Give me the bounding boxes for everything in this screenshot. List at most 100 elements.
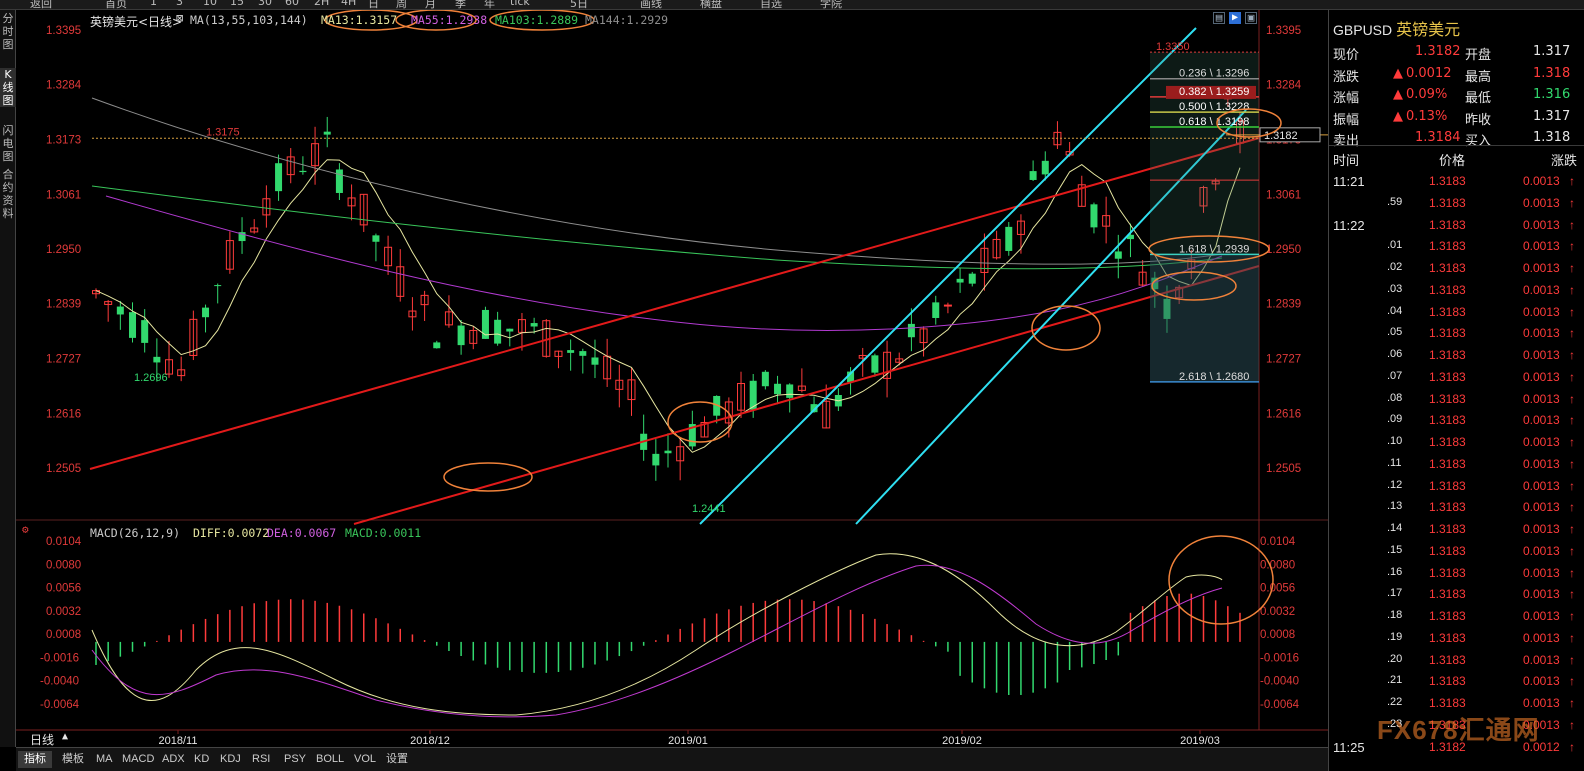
tick-row[interactable]: .20 1.3183 0.0013 ↑ [1329,650,1584,672]
tick-row[interactable]: .01 1.3183 0.0013 ↑ [1329,236,1584,258]
period-toggle-icon[interactable]: ▲ [62,731,69,742]
toolbar-item-3[interactable]: 3 [176,0,183,8]
toolbar-item-19[interactable]: 自选 [760,0,782,10]
tick-row[interactable]: .08 1.3183 0.0013 ↑ [1329,389,1584,411]
toolbar-item-11[interactable]: 周 [396,0,407,10]
tick-time: .17 [1387,587,1403,600]
macd-diff-value: DIFF:0.0072 [193,526,270,540]
toolbar-item-17[interactable]: 画线 [640,0,662,10]
tick-row[interactable]: .12 1.3183 0.0013 ↑ [1329,476,1584,498]
toolbar-item-14[interactable]: 年 [484,0,495,10]
toolbar-item-20[interactable]: 学院 [820,0,842,10]
tick-change: 0.0013 [1523,326,1560,341]
tick-change: 0.0013 [1523,413,1560,428]
tick-row[interactable]: .18 1.3183 0.0013 ↑ [1329,606,1584,628]
kline-chart[interactable]: 1.33951.33951.32841.32841.31731.31731.30… [16,10,1328,747]
tick-change: 0.0013 [1523,478,1560,493]
ma-header-prefix: MA(13,55,103,144) [190,13,308,27]
candle-body [177,369,186,377]
macd-tick-left: -0.0064 [40,699,80,711]
tick-row[interactable]: 11:22 1.3183 0.0013 ↑ [1329,215,1584,237]
toolbar-item-8[interactable]: 2H [314,0,330,8]
bottom-tab-3[interactable]: MACD [122,753,155,765]
toolbar-item-0[interactable]: 返回 [30,0,52,10]
bottom-tab-0[interactable]: 指标 [18,751,52,768]
prev-high-annotation: 1.3175 [206,126,240,138]
bottom-tab-4[interactable]: ADX [162,753,185,765]
tick-row[interactable]: 11:21 1.3183 0.0013 ↑ [1329,171,1584,193]
tick-up-arrow-icon: ↑ [1569,348,1575,362]
tick-row[interactable]: .04 1.3183 0.0013 ↑ [1329,302,1584,324]
tick-row[interactable]: .05 1.3183 0.0013 ↑ [1329,323,1584,345]
tick-up-arrow-icon: ↑ [1569,304,1575,319]
tick-row[interactable]: .13 1.3183 0.0013 ↑ [1329,497,1584,519]
toolbar-item-18[interactable]: 横盘 [700,0,722,10]
candle-body [1029,171,1037,180]
macd-settings-icon[interactable]: ⚙ [22,523,29,536]
tick-time: .01 [1387,239,1403,252]
tick-change: 0.0013 [1523,500,1560,515]
bottom-tab-8[interactable]: PSY [284,753,307,765]
kline-chart-svg[interactable]: 1.33951.33951.32841.32841.31731.31731.30… [16,10,1328,747]
tick-row[interactable]: .03 1.3183 0.0013 ↑ [1329,280,1584,302]
tick-row[interactable]: .09 1.3183 0.0013 ↑ [1329,410,1584,432]
tick-row[interactable]: .59 1.3183 0.0013 ↑ [1329,193,1584,215]
left-tab-2[interactable]: 闪电图 [2,124,14,163]
bottom-tab-10[interactable]: VOL [354,753,377,765]
tick-row[interactable]: .19 1.3183 0.0013 ↑ [1329,628,1584,650]
tick-row[interactable]: .15 1.3183 0.0013 ↑ [1329,541,1584,563]
tick-row[interactable]: .23 1.3183 0.0013 ↑ [1329,715,1584,737]
tick-time: 11:25 [1333,739,1365,755]
candle-body [1211,180,1220,185]
bottom-tab-2[interactable]: MA [96,753,113,765]
fullscreen-icon[interactable]: ▣ [1245,12,1257,24]
tick-time: .18 [1387,609,1403,621]
toolbar-item-2[interactable]: 1 [150,0,157,8]
tick-row[interactable]: .17 1.3183 0.0013 ↑ [1329,584,1584,606]
tick-row[interactable]: .11 1.3183 0.0013 ↑ [1329,454,1584,476]
bottom-tab-5[interactable]: KD [194,753,210,765]
tick-price: 1.3182 [1429,739,1466,754]
tick-row[interactable]: .14 1.3183 0.0013 ↑ [1329,519,1584,541]
ma-settings-icon[interactable]: ⊠ [176,11,184,25]
toolbar-item-13[interactable]: 季 [455,0,466,10]
tick-row[interactable]: 11:25 1.3182 0.0012 ↑ [1329,737,1584,759]
toolbar-item-5[interactable]: 15 [230,0,244,8]
tick-change: 0.0013 [1523,239,1560,254]
bottom-tab-11[interactable]: 设置 [386,753,408,765]
bottom-tab-9[interactable]: BOLL [316,753,345,765]
toolbar-item-12[interactable]: 月 [425,0,436,10]
bottom-tab-6[interactable]: KDJ [220,753,241,765]
toolbar-item-16[interactable]: 5日 [570,0,588,10]
quote-name: 英镑美元 [1396,20,1461,39]
toolbar-item-7[interactable]: 60 [285,0,299,8]
tick-row[interactable]: .16 1.3183 0.0013 ↑ [1329,563,1584,585]
tick-row[interactable]: .07 1.3183 0.0013 ↑ [1329,367,1584,389]
toolbar-item-6[interactable]: 30 [258,0,272,8]
candle-body [786,384,794,398]
tick-row[interactable]: .06 1.3183 0.0013 ↑ [1329,345,1584,367]
tick-up-arrow-icon: ↑ [1569,652,1575,667]
toolbar-item-4[interactable]: 10 [203,0,217,8]
highlight-ring [1151,271,1237,301]
left-tab-3[interactable]: 合约资料 [2,168,14,220]
tick-row[interactable]: .10 1.3183 0.0013 ↑ [1329,432,1584,454]
bottom-tab-1[interactable]: 模板 [62,753,84,765]
expand-icon[interactable]: ▶ [1229,12,1241,24]
toolbar-item-10[interactable]: 日 [368,0,379,10]
toolbar-item-9[interactable]: 4H [341,0,357,8]
candle-body [116,306,124,315]
bottom-tab-7[interactable]: RSI [252,753,271,765]
highlight-ring [1031,305,1101,351]
tick-price: 1.3183 [1429,174,1466,188]
tick-row[interactable]: .21 1.3183 0.0013 ↑ [1329,671,1584,693]
tick-time: .06 [1387,348,1403,360]
tick-row[interactable]: .02 1.3183 0.0013 ↑ [1329,258,1584,280]
tick-row[interactable]: .22 1.3183 0.0013 ↑ [1329,693,1584,715]
toolbar-item-15[interactable]: tick [510,0,530,8]
toolbar-item-1[interactable]: 首页 [105,0,127,10]
layout-icon[interactable]: ▤ [1213,12,1225,24]
left-tab-0[interactable]: 分时图 [2,12,14,51]
period-label[interactable]: 日线 [30,733,55,747]
